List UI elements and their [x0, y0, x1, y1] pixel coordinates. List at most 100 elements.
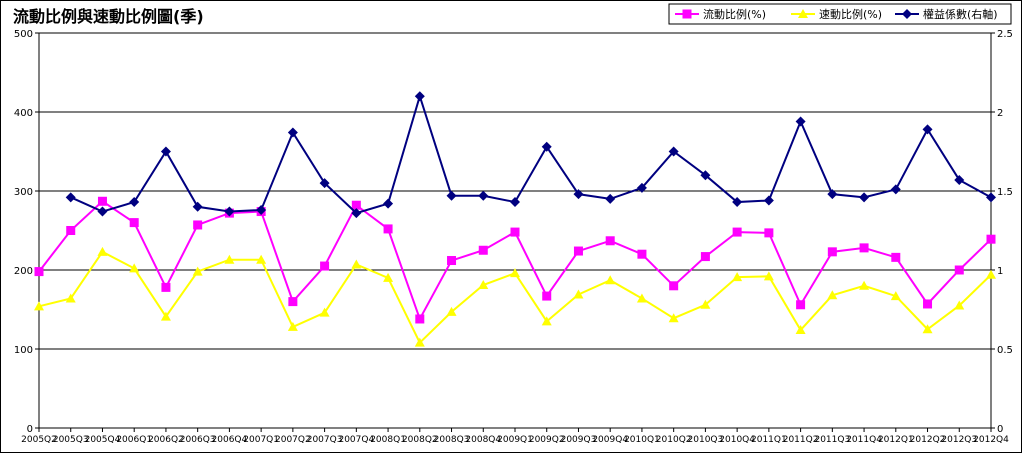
data-point-series-3: [573, 189, 584, 200]
data-point-series-2: [890, 291, 901, 301]
legend-swatch-marker: [682, 9, 692, 19]
series-line-3: [70, 92, 992, 215]
data-point-series-1: [542, 291, 552, 301]
x-tick-label: 2012Q4: [973, 435, 1009, 445]
data-point-series-2: [160, 311, 171, 321]
data-point-series-2: [129, 263, 140, 273]
data-point-series-2: [605, 275, 616, 285]
legend-swatch-marker: [798, 9, 808, 18]
x-tick-label: 2008Q2: [402, 435, 438, 445]
x-tick-label: 2007Q3: [307, 435, 343, 445]
y-left-tick-label: 300: [14, 187, 33, 198]
plot-area: 0 100 200 300 400 500 0 0.5 1 1.5 2 2.5 2005Q22005Q3…: [14, 29, 1013, 445]
x-tick-label: 2012Q3: [941, 435, 977, 445]
data-point-series-3: [890, 184, 901, 195]
data-point-series-1: [573, 246, 583, 256]
data-point-series-3: [700, 170, 711, 181]
data-point-series-3: [478, 190, 489, 201]
x-tick-label: 2009Q2: [529, 435, 565, 445]
data-point-series-3: [224, 206, 235, 217]
data-point-series-1: [669, 281, 679, 291]
data-point-series-3: [732, 197, 743, 208]
data-point-series-3: [383, 198, 394, 209]
data-point-series-2: [859, 280, 870, 290]
data-point-series-2: [668, 313, 679, 323]
chart-title: 流動比例與速動比例圖(季): [13, 7, 204, 26]
data-point-series-3: [668, 146, 679, 157]
y-left-tick-label: 500: [14, 29, 33, 40]
y-right-tick-label: 2: [997, 108, 1003, 119]
data-point-series-2: [34, 301, 44, 311]
data-point-series-2: [922, 324, 933, 334]
data-point-series-1: [637, 249, 647, 259]
x-tick-label: 2005Q2: [21, 435, 57, 445]
data-point-series-1: [383, 224, 393, 234]
x-tick-label: 2008Q1: [370, 435, 406, 445]
data-point-series-3: [827, 189, 838, 200]
data-point-series-3: [287, 127, 298, 138]
data-point-series-2: [700, 299, 711, 309]
x-tick-label: 2008Q3: [434, 435, 470, 445]
data-point-series-1: [129, 218, 139, 228]
x-tick-label: 2012Q2: [910, 435, 946, 445]
data-point-series-3: [605, 193, 616, 204]
x-tick-label: 2011Q2: [783, 435, 819, 445]
data-point-series-2: [224, 254, 235, 264]
x-tick-label: 2009Q1: [497, 435, 533, 445]
legend-label: 權益係數(右軸): [923, 7, 998, 21]
data-point-series-1: [796, 300, 806, 310]
data-point-series-1: [764, 228, 774, 238]
data-point-series-1: [320, 261, 330, 271]
x-tick-label: 2009Q4: [592, 435, 628, 445]
legend: 流動比例(%) 速動比例(%) 權益係數(右軸): [668, 3, 1012, 25]
data-point-series-2: [414, 337, 425, 347]
x-tick-label: 2012Q1: [878, 435, 914, 445]
data-point-series-1: [415, 314, 425, 324]
legend-box: [668, 3, 1012, 25]
data-point-series-1: [605, 236, 615, 246]
data-point-series-3: [954, 174, 965, 185]
y-left-tick-label: 100: [14, 345, 33, 356]
x-tick-label: 2005Q3: [53, 435, 89, 445]
x-tick-label: 2007Q1: [243, 435, 279, 445]
x-tick-label: 2010Q4: [719, 435, 755, 445]
data-point-series-1: [891, 252, 901, 262]
data-point-series-1: [732, 227, 742, 237]
y-right-tick-label: 1: [997, 266, 1003, 277]
data-point-series-1: [923, 299, 933, 309]
data-point-series-2: [351, 259, 362, 269]
data-point-series-1: [161, 282, 171, 292]
data-point-series-3: [97, 206, 108, 217]
x-tick-label: 2008Q4: [465, 435, 501, 445]
data-point-series-3: [319, 178, 330, 189]
data-point-series-2: [795, 325, 806, 335]
y-left-tick-label: 0: [27, 424, 33, 435]
data-point-series-2: [287, 321, 298, 331]
data-point-series-3: [351, 208, 362, 219]
data-point-series-3: [256, 204, 267, 215]
data-point-series-3: [129, 197, 140, 208]
legend-label: 速動比例(%): [819, 7, 882, 21]
y-right-tick-label: 0.5: [997, 345, 1013, 356]
data-point-series-2: [97, 246, 108, 256]
y-right-tick-label: 0: [997, 424, 1003, 435]
data-point-series-2: [827, 290, 838, 300]
data-point-series-1: [447, 256, 457, 266]
data-point-series-3: [160, 146, 171, 157]
data-point-series-3: [859, 192, 870, 203]
x-tick-label: 2007Q4: [338, 435, 374, 445]
data-point-series-2: [256, 254, 267, 264]
data-point-series-3: [795, 116, 806, 127]
data-point-series-2: [541, 316, 552, 326]
x-tick-label: 2006Q4: [212, 435, 248, 445]
x-tick-label: 2010Q2: [656, 435, 692, 445]
data-point-series-2: [954, 300, 965, 310]
data-point-series-2: [732, 272, 743, 282]
data-point-series-2: [573, 289, 584, 299]
y-right-tick-label: 2.5: [997, 29, 1013, 40]
data-point-series-3: [192, 201, 203, 212]
data-point-series-1: [859, 243, 869, 253]
data-point-series-1: [193, 220, 203, 230]
data-point-series-1: [954, 265, 964, 275]
